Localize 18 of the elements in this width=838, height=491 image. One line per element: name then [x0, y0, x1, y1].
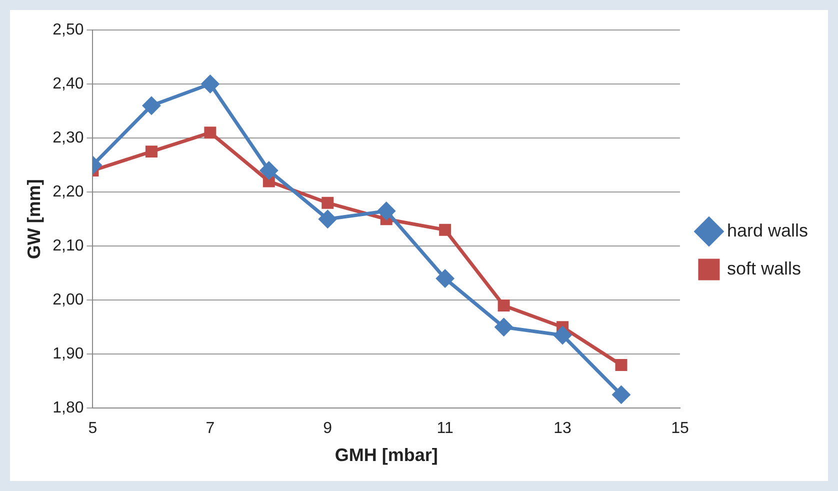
y-tick-label: 2,50	[52, 21, 84, 38]
y-axis-title: GW [mm]	[24, 179, 44, 260]
y-tick-label: 2,10	[52, 238, 84, 255]
x-tick-label: 5	[88, 420, 98, 438]
legend-label: soft walls	[726, 258, 801, 278]
y-tick-label: 2,40	[52, 75, 84, 92]
x-axis-title: GMH [mbar]	[334, 445, 438, 466]
y-tick-label: 1,90	[52, 346, 84, 363]
y-tick-label: 2,20	[52, 183, 84, 200]
x-tick-label: 11	[436, 420, 454, 438]
x-tick-label: 7	[206, 420, 215, 438]
x-tick-label: 13	[554, 420, 572, 438]
y-tick-label: 2,00	[52, 292, 84, 309]
x-tick-label: 15	[671, 420, 689, 438]
y-tick-label: 2,30	[52, 129, 84, 146]
y-tick-label: 1,80	[52, 400, 84, 417]
legend-label: hard walls	[726, 220, 808, 240]
x-tick-label: 9	[323, 420, 332, 438]
